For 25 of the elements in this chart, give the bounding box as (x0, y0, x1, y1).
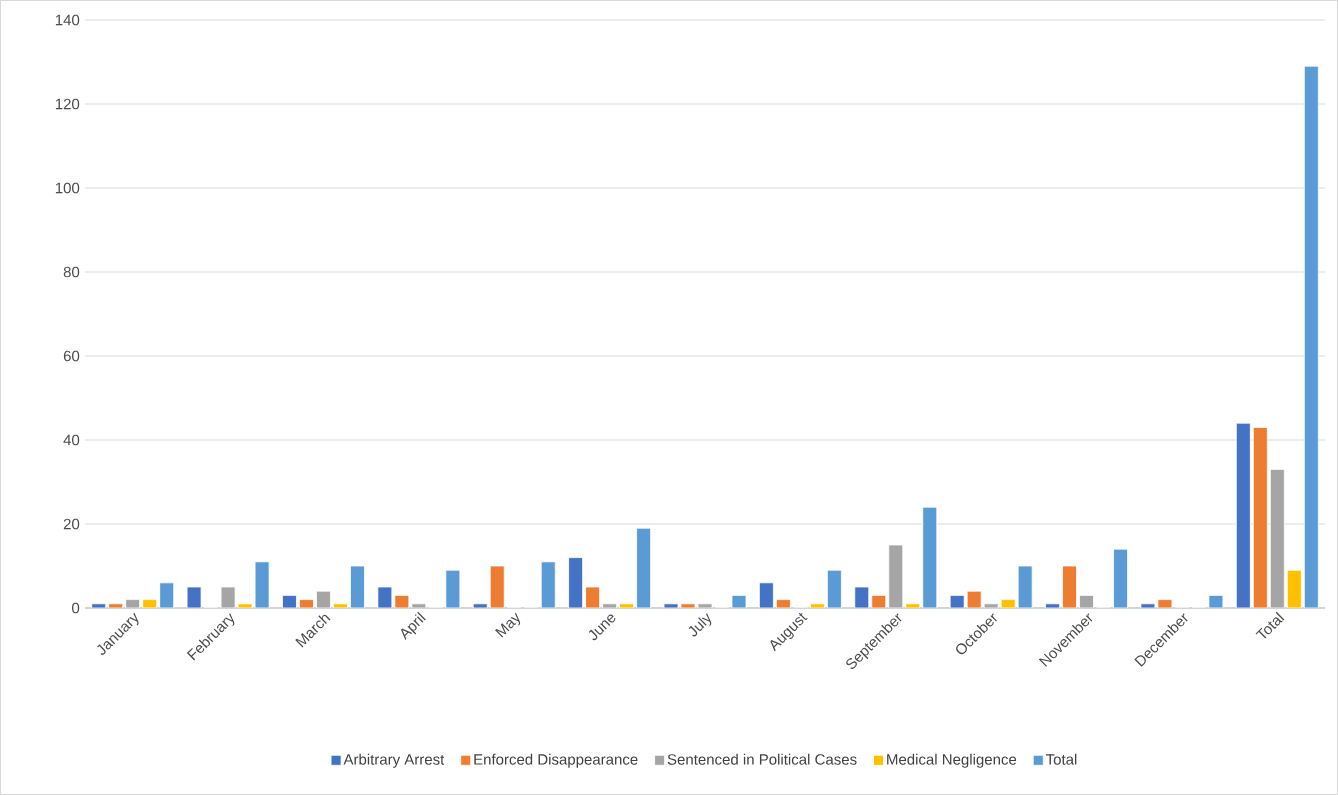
bar (1303, 65, 1319, 608)
legend-label: Sentenced in Political Cases (667, 753, 857, 765)
bar (1113, 548, 1128, 608)
y-tick-label: 60 (63, 350, 80, 362)
legend-label: Total (1045, 753, 1077, 765)
y-tick-label: 120 (55, 98, 80, 110)
legend-label: Enforced Disappearance (474, 753, 638, 768)
y-tick-label: 140 (55, 14, 80, 26)
bar (636, 527, 652, 608)
bar (888, 544, 904, 608)
bar (1269, 469, 1285, 608)
x-tick-label: July (688, 613, 712, 637)
y-tick-label: 80 (63, 266, 80, 278)
bar (1252, 427, 1268, 608)
legend-label: Arbitrary Arrest (343, 753, 445, 768)
bar (1235, 422, 1251, 608)
bar (922, 506, 938, 608)
y-tick-label: 20 (63, 518, 80, 530)
y-tick-label: 40 (63, 434, 80, 446)
bar (540, 561, 556, 608)
y-tick-label: 100 (55, 182, 80, 194)
legend-label: Medical Negligence (887, 753, 1017, 768)
y-tick-label: 0 (72, 602, 80, 614)
x-tick-label: May (495, 612, 521, 638)
bar (568, 557, 584, 608)
